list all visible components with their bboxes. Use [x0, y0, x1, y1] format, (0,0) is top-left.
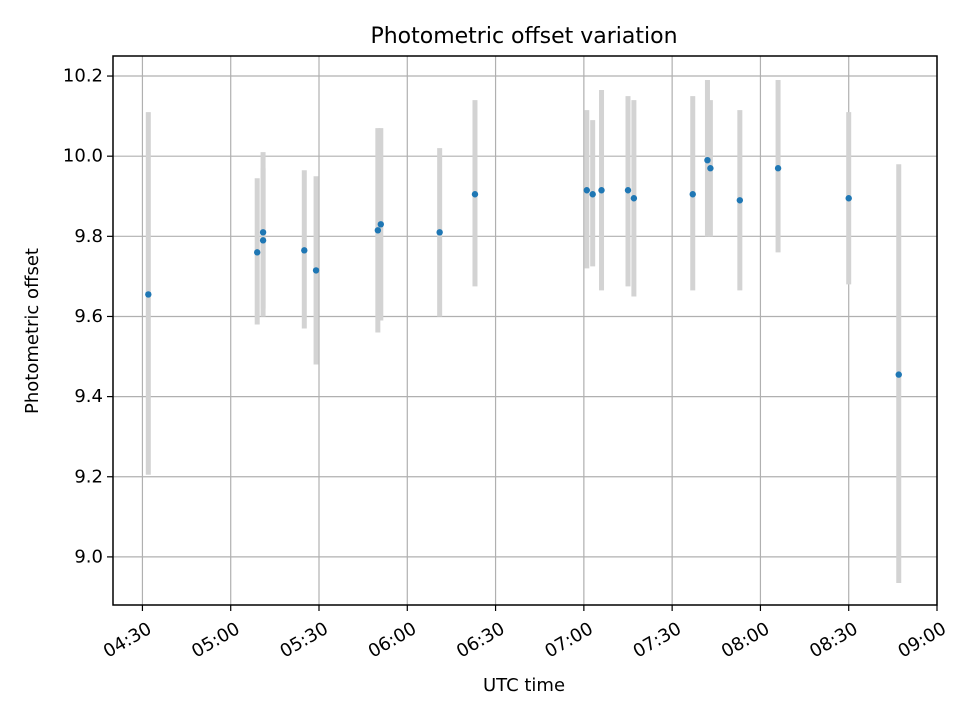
chart-title: Photometric offset variation [370, 24, 677, 49]
y-tick-label: 9.2 [74, 466, 103, 487]
data-point [845, 195, 852, 202]
data-point [630, 195, 638, 202]
data-point [312, 267, 320, 274]
y-tick-label: 10.2 [63, 66, 103, 87]
data-point [689, 191, 696, 198]
y-tick-label: 10.0 [63, 146, 103, 167]
data-point [145, 291, 152, 298]
y-tick-label: 9.4 [74, 386, 103, 407]
data-point [736, 197, 744, 204]
data-points [145, 156, 902, 378]
data-point [436, 229, 443, 236]
data-point [259, 229, 267, 236]
y-axis-ticks: 9.0 9.2 9.4 9.6 9.8 10.0 10.2 [63, 66, 113, 567]
data-point [301, 247, 308, 254]
data-point [254, 249, 261, 256]
data-point [583, 187, 590, 194]
data-point [589, 191, 596, 198]
grid [113, 56, 938, 605]
data-point [707, 165, 714, 172]
data-point [598, 187, 605, 194]
data-point [471, 191, 479, 198]
data-point [624, 187, 632, 194]
y-axis-label: Photometric offset [22, 248, 43, 414]
data-point [259, 237, 267, 244]
plot-frame [112, 55, 938, 606]
data-point [377, 221, 384, 228]
y-tick-label: 9.8 [74, 226, 103, 247]
y-tick-label: 9.6 [74, 306, 103, 327]
data-point [895, 371, 902, 378]
y-tick-label: 9.0 [74, 546, 103, 567]
data-point [374, 227, 382, 234]
data-point [774, 165, 782, 172]
x-axis-label: UTC time [483, 675, 565, 696]
data-point [704, 156, 711, 164]
